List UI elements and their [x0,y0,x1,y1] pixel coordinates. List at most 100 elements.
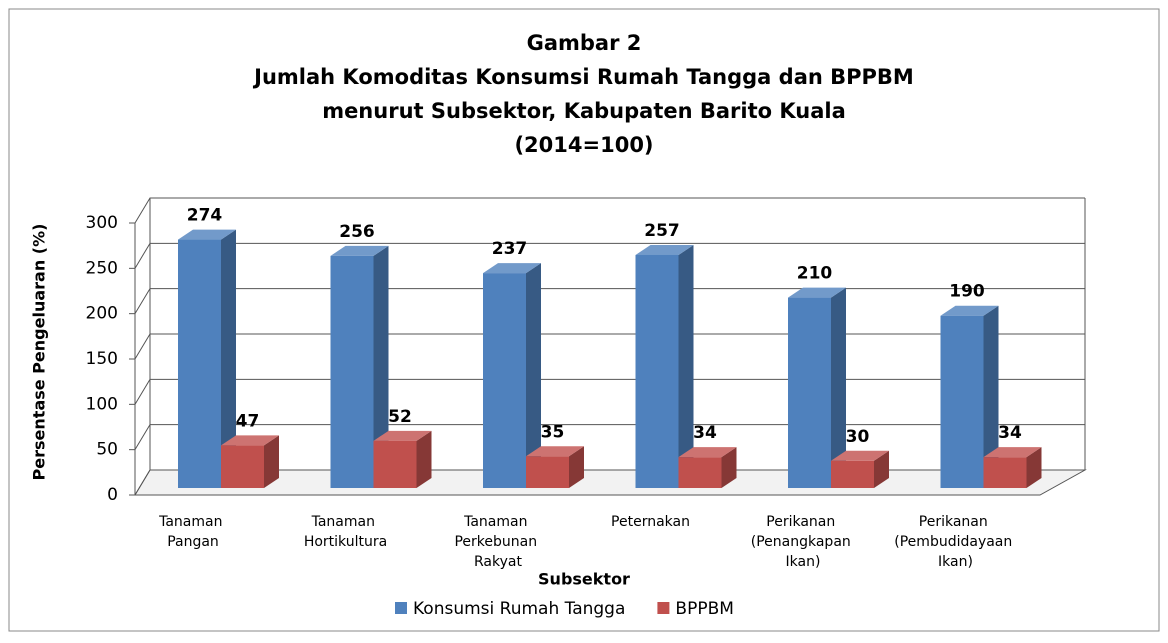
y-tick-label: 50 [96,440,118,460]
grid-line [134,197,1085,224]
legend-swatch [395,602,407,614]
y-tick-label: 250 [86,258,118,278]
x-tick-label-line: Peternakan [611,514,690,530]
legend-swatch [657,602,670,614]
bar [373,430,432,488]
grid-line [134,242,1085,269]
bar-side [221,229,236,488]
bar [221,435,279,488]
bar-top [831,450,889,461]
data-label: 190 [949,282,985,302]
data-label: 256 [339,222,375,242]
x-tick-label-line: Pangan [167,534,219,550]
bar-front [373,440,417,488]
bar-front [678,457,722,488]
bar-top [788,287,846,298]
y-axis-title: Persentase Pengeluaran (%) [30,224,49,481]
x-tick-label: Perikanan (Penangkapan Ikan) [751,514,855,570]
x-tick-label-line: (Penangkapan [751,534,855,550]
bar-top [678,447,737,458]
bar-front [831,460,874,488]
bar-side [416,430,432,488]
bar-side [678,244,694,488]
bar-top [221,435,279,446]
data-label: 34 [998,423,1022,443]
bar-front [221,445,264,488]
x-tick-label-line: (Pembudidayaan [894,534,1016,550]
bar-front [940,315,984,488]
data-label: 210 [797,264,833,284]
bar [635,244,694,488]
x-tick-label: Peternakan [611,514,690,530]
bar-top [983,447,1042,458]
x-tick-label: Tanaman Pangan [158,514,227,550]
x-tick-label: Perikanan (Pembudidayaan Ikan) [894,514,1016,570]
x-tick-label-line: Perkebunan [454,534,541,550]
y-tick-label: 100 [86,394,118,414]
x-tick-label: Tanaman Perkebunan Rakyat [454,514,541,570]
bar-front [526,456,569,488]
y-tick-label: 150 [86,349,118,369]
bar [983,447,1042,488]
grid-line [134,378,1085,405]
y-tick-label: 0 [107,485,118,505]
grid-line [134,469,1085,496]
bar-top [526,446,584,457]
bar-side [526,263,541,488]
bar-front [983,457,1027,488]
chart-title: Gambar 2 [527,31,642,55]
x-tick-label-line: Tanaman [158,514,227,530]
bar [940,305,999,488]
bar-side [569,446,584,488]
x-axis-title: Subsektor [538,570,630,589]
bar-top [635,244,694,255]
data-label: 35 [541,422,565,442]
data-label: 274 [187,206,223,226]
data-label: 30 [846,427,870,447]
x-tick-label-line: Hortikultura [304,534,387,550]
bar-front [483,273,526,488]
bar [831,450,889,488]
bar-side [373,245,389,488]
bar-top [940,305,999,316]
bar [526,446,584,488]
legend-label: BPPBM [675,599,734,619]
bar-front [635,254,679,488]
data-label: 47 [236,411,260,431]
y-tick-label: 300 [86,213,118,233]
data-label: 257 [644,221,680,241]
bar-side [831,287,846,488]
bar-top [373,430,432,441]
grid-line [134,288,1085,314]
x-tick-label-line: Tanaman [463,514,532,530]
y-tick-label: 200 [86,304,118,324]
chart-subtitle: (2014=100) [514,133,653,157]
x-tick-label-line: Ikan) [938,554,973,570]
data-label: 237 [492,239,528,259]
data-label: 52 [388,407,412,427]
bar-front [330,255,374,488]
bar-side [874,450,889,488]
x-tick-label-line: Perikanan [919,514,992,530]
bar-side [1026,447,1042,488]
bar-side [264,435,279,488]
bar [788,287,846,488]
bar [483,263,541,488]
bar-front [788,297,831,488]
x-tick-label-line: Tanaman [311,514,380,530]
bar-top [483,263,541,274]
bar [330,245,389,488]
bar [178,229,236,488]
x-tick-label-line: Rakyat [474,554,522,570]
grid-line [134,424,1085,450]
bar-side [983,305,999,488]
data-label: 34 [693,423,717,443]
x-tick-label: Tanaman Hortikultura [304,514,387,550]
bar-side [721,447,737,488]
x-tick-label-line: Perikanan [766,514,839,530]
grid-line [134,333,1085,360]
bar-front [178,239,221,488]
legend-label: Konsumsi Rumah Tangga [413,599,625,619]
chart-subtitle: menurut Subsektor, Kabupaten Barito Kual… [322,99,846,123]
